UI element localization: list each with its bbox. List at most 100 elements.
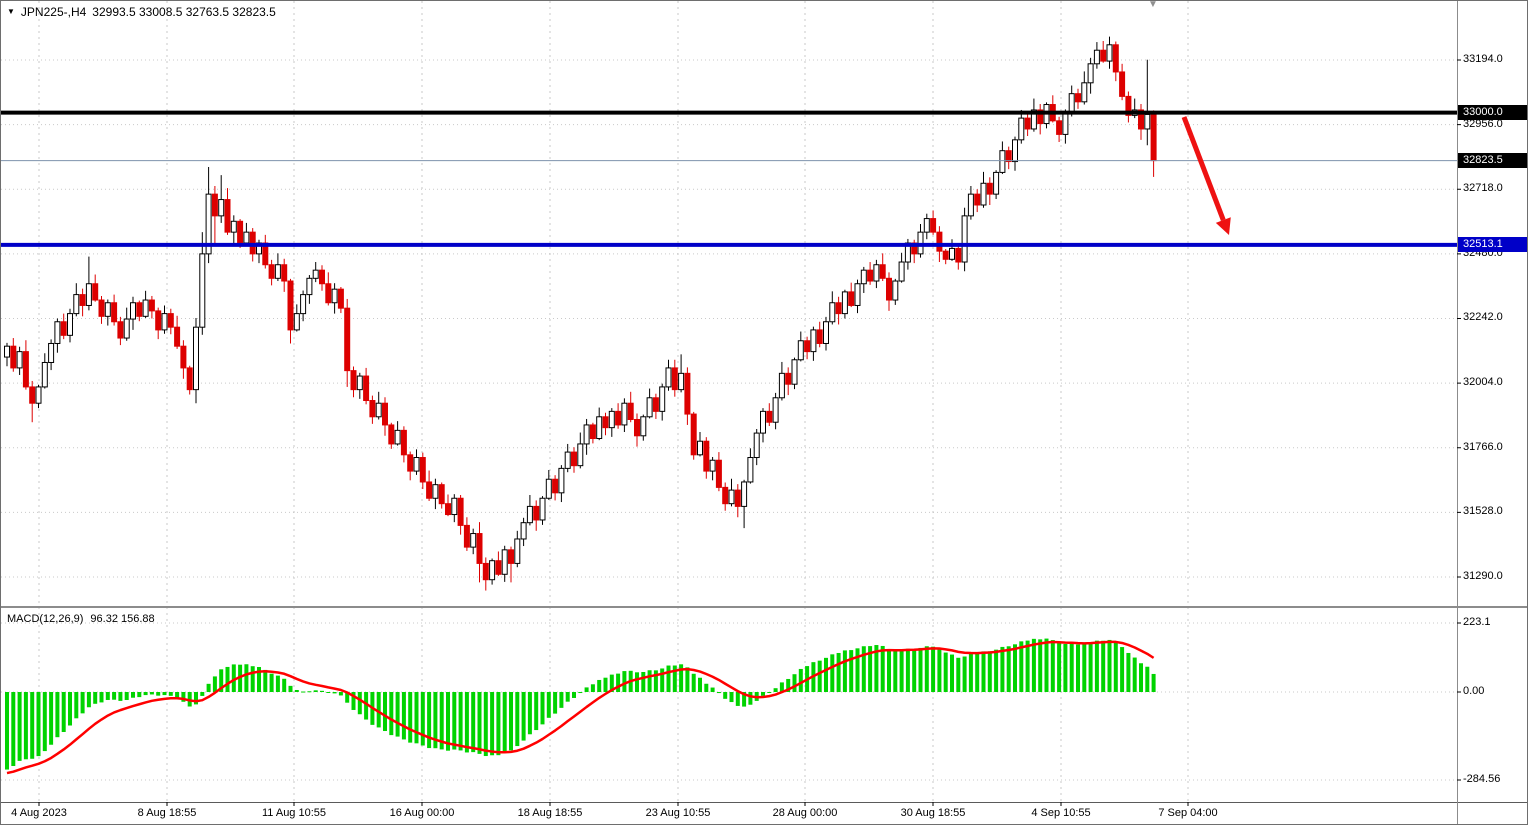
macd-histogram-bar (1082, 644, 1087, 692)
macd-histogram-bar (572, 692, 576, 698)
macd-histogram-bar (452, 692, 457, 750)
date-axis-label[interactable]: 11 Aug 10:55 (261, 807, 327, 819)
macd-histogram-bar (118, 692, 123, 701)
macd-axis-label[interactable]: 223.1 (1463, 616, 1491, 628)
macd-histogram-bar (231, 664, 236, 692)
candle-body (325, 283, 332, 304)
candle-body (274, 264, 281, 279)
macd-axis-label[interactable]: 0.00 (1463, 685, 1485, 697)
candle-body (287, 280, 294, 331)
candle-body (54, 321, 61, 344)
price-axis-label[interactable]: 31766.0 (1463, 440, 1503, 453)
macd-histogram-bar (540, 692, 545, 725)
macd-histogram-bar (338, 692, 343, 696)
macd-histogram-bar (194, 692, 198, 705)
ohlc-quote-label: 32993.5 33008.5 32763.5 32823.5 (92, 5, 276, 19)
date-axis-label[interactable]: 23 Aug 10:55 (645, 807, 711, 819)
candle-body (237, 220, 244, 244)
candle-body (860, 269, 867, 285)
macd-histogram-bar (912, 649, 917, 692)
candle-body (1112, 44, 1119, 73)
macd-histogram-bar (773, 688, 778, 692)
macd-histogram-bar (748, 692, 753, 705)
candle-body (73, 294, 80, 315)
macd-histogram-bar (5, 692, 9, 770)
date-axis-label[interactable]: 18 Aug 18:55 (517, 807, 583, 819)
macd-histogram-bar (887, 649, 891, 692)
macd-histogram-bar (225, 666, 230, 692)
candle-body (608, 410, 615, 429)
candle-body (545, 478, 552, 499)
candle-body (85, 283, 92, 306)
macd-histogram-bar (1107, 639, 1112, 692)
price-axis-label[interactable]: 31290.0 (1463, 569, 1503, 582)
macd-name-label: MACD(12,26,9) (7, 613, 84, 625)
macd-histogram-bar (439, 692, 444, 750)
candle-body (741, 481, 748, 507)
candle-body (961, 215, 968, 263)
macd-histogram-bar (635, 672, 639, 692)
macd-histogram-bar (950, 654, 954, 692)
candle-body (678, 372, 685, 391)
symbol-marker-icon: ▼ (7, 7, 15, 16)
date-axis-label[interactable]: 7 Sep 04:00 (1158, 807, 1218, 819)
candle-body (526, 505, 533, 524)
candle-body (804, 340, 811, 353)
price-axis-label[interactable]: 32718.0 (1463, 182, 1503, 195)
candle-body (489, 560, 496, 581)
date-axis-label[interactable]: 30 Aug 18:55 (900, 807, 966, 819)
candle-body (955, 247, 962, 263)
macd-histogram-bar (515, 692, 520, 747)
macd-values-label: 96.32 156.88 (90, 613, 155, 625)
candle-body (533, 505, 540, 521)
macd-histogram-bar (464, 692, 469, 753)
candle-body (949, 247, 955, 260)
macd-histogram-bar (1132, 657, 1137, 692)
macd-signal-line (6, 640, 1155, 775)
macd-histogram-bar (181, 692, 186, 702)
macd-histogram-bar (521, 692, 526, 741)
candle-body (1119, 71, 1126, 97)
macd-histogram-bar (244, 664, 249, 692)
candle-body (923, 218, 930, 233)
candle-body (218, 199, 225, 217)
macd-histogram-bar (1013, 644, 1017, 692)
candle-body (193, 326, 199, 391)
candle-body (892, 280, 899, 301)
date-axis-label[interactable]: 8 Aug 18:55 (137, 807, 197, 819)
macd-histogram-bar (994, 649, 999, 692)
macd-histogram-bar (1069, 643, 1074, 692)
candle-body (180, 345, 187, 369)
candle-body (426, 481, 433, 499)
candle-body (306, 277, 313, 296)
price-axis-label[interactable]: 32004.0 (1463, 376, 1503, 389)
macd-histogram-bar (622, 671, 627, 692)
candle-body (615, 410, 622, 426)
date-axis-label[interactable]: 28 Aug 00:00 (772, 807, 838, 819)
macd-histogram-bar (395, 692, 400, 737)
price-axis-label[interactable]: 31528.0 (1463, 505, 1503, 518)
date-axis-label[interactable]: 4 Aug 2023 (11, 807, 67, 819)
candle-body (1093, 49, 1100, 65)
candle-body (337, 288, 344, 309)
price-axis-label[interactable]: 32956.0 (1463, 117, 1503, 130)
trend-arrow-head[interactable] (1215, 217, 1231, 235)
macd-histogram-bar (578, 692, 583, 694)
date-axis-label[interactable]: 16 Aug 00:00 (389, 807, 455, 819)
price-axis-label[interactable]: 33194.0 (1463, 53, 1503, 65)
candle-body (375, 402, 382, 418)
candle-body (634, 419, 640, 437)
macd-axis-label[interactable]: -284.56 (1463, 773, 1501, 785)
macd-histogram-bar (1057, 643, 1062, 692)
macd-histogram-bar (433, 692, 438, 749)
candle-body (382, 402, 388, 426)
date-axis-label[interactable]: 4 Sep 10:55 (1031, 807, 1091, 819)
price-axis-label[interactable]: 32242.0 (1463, 311, 1503, 324)
trend-arrow-shaft[interactable] (1181, 116, 1226, 221)
chart-shift-marker-icon[interactable]: ▼ (1148, 0, 1158, 10)
macd-histogram-bar (80, 692, 85, 714)
candle-body (829, 302, 836, 323)
macd-histogram-bar (767, 692, 772, 693)
grid (1, 1, 1457, 802)
